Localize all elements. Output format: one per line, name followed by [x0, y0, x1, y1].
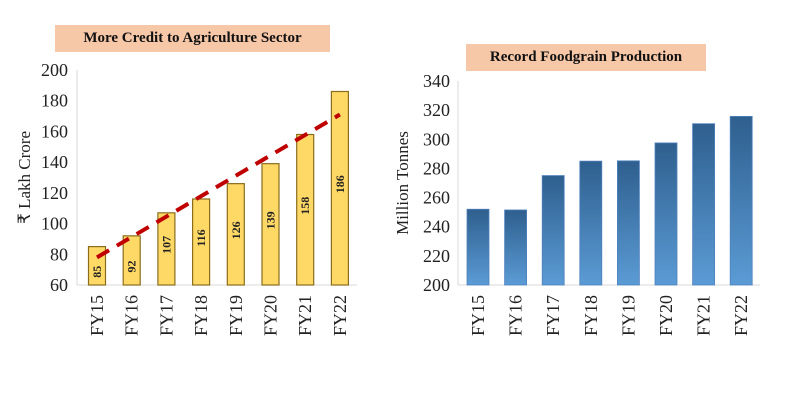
x-tick-label: FY18	[191, 295, 211, 336]
foodgrain-chart-title: Record Foodgrain Production	[466, 44, 706, 71]
y-tick-label: 240	[423, 217, 450, 237]
x-tick-label: FY17	[543, 295, 563, 336]
bar	[122, 235, 141, 286]
bar	[192, 198, 211, 286]
y-tick-label: 200	[41, 60, 68, 80]
y-tick-label: 320	[423, 100, 450, 120]
data-label: 116	[194, 229, 208, 246]
y-tick-label: 80	[50, 244, 68, 264]
data-label: 92	[125, 260, 139, 272]
x-tick-label: FY21	[694, 295, 714, 336]
bar	[541, 175, 565, 286]
y-tick-label: 140	[41, 152, 68, 172]
bar	[692, 123, 715, 286]
x-tick-label: FY15	[87, 295, 107, 336]
bar	[261, 163, 280, 286]
x-tick-label: FY18	[581, 295, 601, 336]
bar	[579, 160, 603, 286]
bar	[729, 116, 753, 286]
y-tick-label: 160	[41, 121, 68, 141]
y-tick-label: 340	[423, 71, 450, 91]
x-tick-label: FY15	[468, 295, 488, 336]
data-label: 85	[90, 266, 104, 278]
x-tick-label: FY16	[122, 295, 142, 336]
data-label: 186	[333, 175, 347, 193]
data-label: 158	[298, 197, 312, 215]
x-tick-label: FY22	[330, 295, 350, 336]
x-tick-label: FY19	[618, 295, 638, 336]
bar	[157, 212, 176, 286]
trend-line	[95, 112, 341, 260]
y-tick-label: 200	[423, 275, 450, 295]
data-label: 139	[264, 211, 278, 229]
y-tick-label: 100	[41, 214, 68, 234]
bar	[654, 142, 678, 286]
data-label: 107	[159, 236, 173, 254]
bar	[466, 208, 490, 286]
x-tick-label: FY21	[295, 295, 315, 336]
credit-chart-title: More Credit to Agriculture Sector	[55, 25, 330, 52]
y-axis-label: ₹ Lakh Crore	[15, 131, 34, 224]
x-tick-label: FY16	[506, 295, 526, 336]
data-label: 126	[229, 221, 243, 239]
y-tick-label: 280	[423, 158, 450, 178]
y-axis-label: Million Tonnes	[393, 131, 412, 235]
y-tick-label: 60	[50, 275, 68, 295]
x-tick-label: FY17	[156, 295, 176, 336]
y-tick-label: 220	[423, 246, 450, 266]
x-tick-label: FY20	[656, 295, 676, 336]
y-tick-label: 260	[423, 188, 450, 208]
bar	[226, 183, 245, 286]
y-tick-label: 300	[423, 129, 450, 149]
x-tick-label: FY20	[261, 295, 281, 336]
y-tick-label: 180	[41, 91, 68, 111]
bar	[330, 90, 349, 286]
y-tick-label: 120	[41, 183, 68, 203]
x-tick-label: FY19	[226, 295, 246, 336]
bar	[617, 160, 640, 286]
x-tick-label: FY22	[731, 295, 751, 336]
bar	[504, 209, 528, 286]
